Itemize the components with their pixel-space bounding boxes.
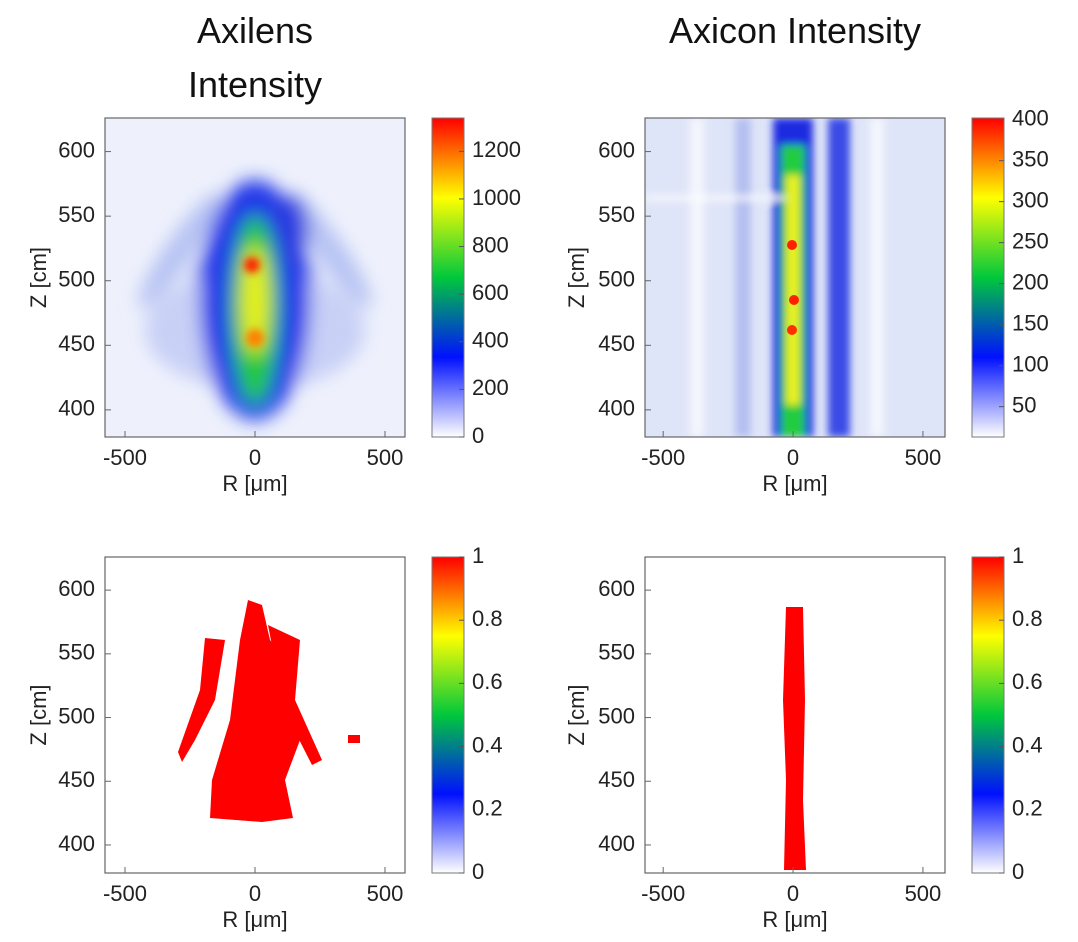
- y-tick-label: 400: [598, 831, 635, 856]
- x-tick-label: 0: [787, 445, 799, 470]
- colorbar-tick-label: 400: [1012, 105, 1049, 130]
- chart-title: Axicon Intensity: [668, 10, 922, 51]
- colorbar-tick-label: 0: [472, 859, 484, 884]
- y-tick-label: 600: [58, 137, 95, 162]
- heatmap-image: [105, 118, 405, 437]
- x-tick-label: 500: [367, 445, 404, 470]
- x-axis-label: R [μm]: [222, 471, 287, 496]
- chart-title: Axilens Intensity: [187, 10, 323, 105]
- x-tick-label: 500: [367, 881, 404, 906]
- colorbar-tick-label: 1: [1012, 543, 1024, 568]
- colorbar-tick-label: 200: [1012, 269, 1049, 294]
- colorbar-tick-label: 0.4: [472, 732, 503, 757]
- colorbar-tick-label: 250: [1012, 228, 1049, 253]
- y-tick-label: 400: [58, 396, 95, 421]
- x-tick-label: 500: [905, 445, 942, 470]
- plot-frame: [644, 556, 946, 874]
- y-tick-label: 550: [58, 202, 95, 227]
- colorbar-tick-label: 1200: [472, 137, 521, 162]
- colorbar-tick-label: 350: [1012, 146, 1049, 171]
- colorbar-tick-label: 100: [1012, 351, 1049, 376]
- colorbar-tick-label: 0.2: [472, 796, 503, 821]
- x-tick-label: -500: [641, 445, 685, 470]
- x-axis-label: R [μm]: [762, 907, 827, 932]
- y-tick-label: 450: [58, 767, 95, 792]
- y-tick-label: 550: [598, 202, 635, 227]
- colorbar: [971, 117, 1005, 438]
- x-axis-label: R [μm]: [222, 907, 287, 932]
- colorbar-tick-label: 0.8: [472, 606, 503, 631]
- colorbar-tick-label: 0.8: [1012, 606, 1043, 631]
- y-axis-label: Z [cm]: [564, 684, 589, 745]
- y-tick-label: 450: [598, 767, 635, 792]
- colorbar-tick-label: 0: [1012, 859, 1024, 884]
- heatmap-image: [645, 118, 945, 437]
- y-tick-label: 400: [58, 831, 95, 856]
- colorbar-tick-label: 600: [472, 280, 509, 305]
- y-tick-label: 450: [598, 331, 635, 356]
- x-tick-label: -500: [641, 881, 685, 906]
- colorbar-tick-label: 0.6: [472, 669, 503, 694]
- colorbar-tick-label: 1000: [472, 185, 521, 210]
- x-tick-label: -500: [103, 881, 147, 906]
- y-tick-label: 500: [598, 267, 635, 292]
- y-tick-label: 600: [598, 576, 635, 601]
- colorbar-tick-label: 0.6: [1012, 669, 1043, 694]
- x-tick-label: 0: [249, 881, 261, 906]
- y-axis-label: Z [cm]: [26, 247, 51, 308]
- x-axis-label: R [μm]: [762, 471, 827, 496]
- x-tick-label: 500: [905, 881, 942, 906]
- colorbar-tick-label: 150: [1012, 310, 1049, 335]
- colorbar-tick-label: 0.4: [1012, 732, 1043, 757]
- y-tick-label: 500: [58, 703, 95, 728]
- colorbar-tick-label: 800: [472, 232, 509, 257]
- y-tick-label: 600: [58, 576, 95, 601]
- colorbar-tick-label: 0: [472, 423, 484, 448]
- y-tick-label: 550: [58, 640, 95, 665]
- x-tick-label: -500: [103, 445, 147, 470]
- colorbar-tick-label: 400: [472, 328, 509, 353]
- colorbar: [431, 117, 465, 438]
- y-tick-label: 500: [58, 267, 95, 292]
- y-tick-label: 500: [598, 703, 635, 728]
- colorbar: [971, 556, 1005, 874]
- plot-frame: [644, 117, 946, 438]
- y-tick-label: 600: [598, 137, 635, 162]
- y-tick-label: 450: [58, 331, 95, 356]
- colorbar-tick-label: 200: [472, 375, 509, 400]
- y-axis-label: Z [cm]: [564, 247, 589, 308]
- colorbar-tick-label: 300: [1012, 187, 1049, 212]
- x-tick-label: 0: [787, 881, 799, 906]
- heatmap-image: [178, 600, 806, 870]
- colorbar-tick-label: 0.2: [1012, 796, 1043, 821]
- y-tick-label: 400: [598, 396, 635, 421]
- colorbar-tick-label: 50: [1012, 392, 1036, 417]
- x-tick-label: 0: [249, 445, 261, 470]
- colorbar: [431, 556, 465, 874]
- y-tick-label: 550: [598, 640, 635, 665]
- colorbar-tick-label: 1: [472, 543, 484, 568]
- y-axis-label: Z [cm]: [26, 684, 51, 745]
